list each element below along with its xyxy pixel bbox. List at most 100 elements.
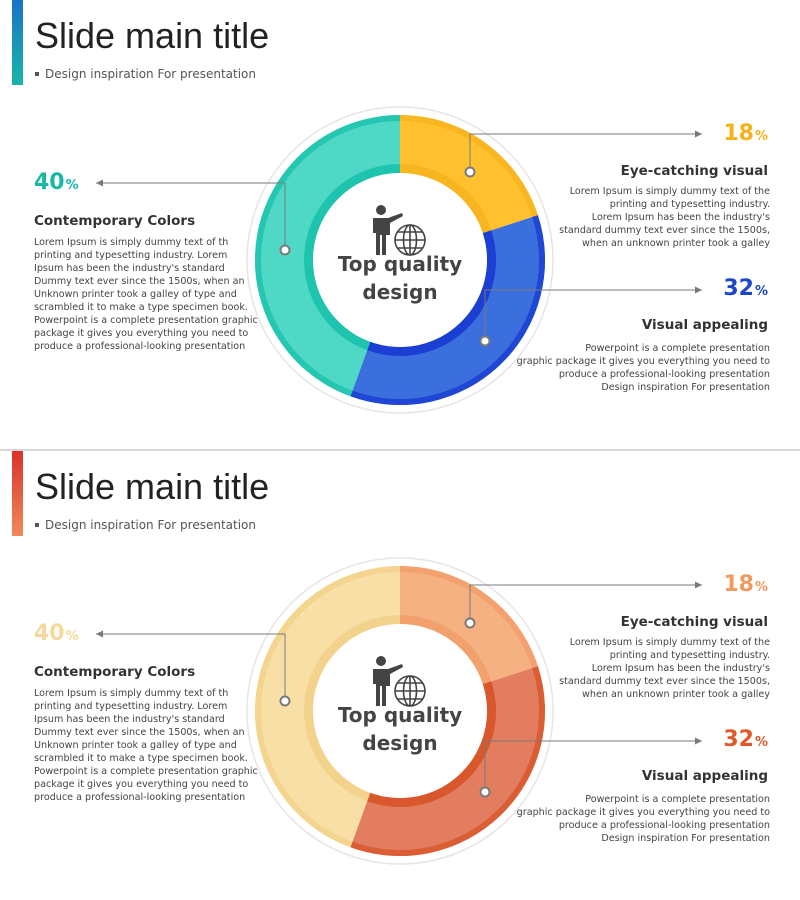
text-contemporary-colors: Lorem Ipsum is simply dummy text of th pr… bbox=[34, 236, 274, 353]
text-line: printing and typesetting industry. bbox=[609, 650, 770, 661]
text-line: Unknown printer took a galley of type an… bbox=[34, 289, 237, 300]
percent-top-right-value: 18 bbox=[723, 572, 754, 597]
text-line: Lorem Ipsum is simply dummy text of the bbox=[569, 637, 770, 648]
presenter-globe-icon bbox=[373, 656, 426, 707]
text-line: Unknown printer took a galley of type an… bbox=[34, 740, 237, 751]
segment-contemporary-colors-rim bbox=[304, 615, 400, 802]
title-accent-bar bbox=[12, 451, 23, 536]
text-line: standard dummy text ever since the 1500s… bbox=[559, 676, 770, 687]
segment-visual-appealing-rim bbox=[367, 230, 496, 356]
percent-bottom-right-sign: % bbox=[754, 284, 768, 299]
percent-bottom-right: 32% bbox=[723, 276, 768, 301]
donut-center bbox=[313, 624, 487, 798]
subtitle-text: Design inspiration For presentation bbox=[45, 67, 256, 81]
segment-eye-catching-visual-outer-rim bbox=[400, 115, 538, 218]
percent-left: 40% bbox=[34, 170, 79, 195]
text-line: produce a professional-looking presentat… bbox=[34, 792, 246, 803]
text-line: package it gives you everything you need… bbox=[34, 328, 249, 339]
text-line: printing and typesetting industry. Lorem bbox=[34, 250, 228, 261]
text-line: produce a professional-looking presentat… bbox=[34, 341, 246, 352]
segment-visual-appealing-rim bbox=[367, 681, 496, 807]
title-accent-bar bbox=[12, 0, 23, 85]
arrow-top-right bbox=[695, 130, 702, 138]
percent-left-value: 40 bbox=[34, 170, 65, 195]
donut-center bbox=[313, 173, 487, 347]
text-line: printing and typesetting industry. Lorem bbox=[34, 701, 228, 712]
text-line: when an unknown printer took a galley bbox=[582, 238, 770, 249]
percent-bottom-right-sign: % bbox=[754, 735, 768, 750]
text-line: Lorem Ipsum is simply dummy text of th bbox=[34, 237, 229, 248]
text-line: Design inspiration For presentation bbox=[601, 833, 770, 844]
heading-contemporary-colors: Contemporary Colors bbox=[34, 664, 196, 680]
segment-contemporary-colors bbox=[254, 115, 400, 397]
text-eye-catching-visual: Lorem Ipsum is simply dummy text of the p… bbox=[540, 185, 770, 250]
arrow-left bbox=[96, 179, 103, 187]
segment-visual-appealing bbox=[350, 666, 546, 856]
text-line: printing and typesetting industry. bbox=[609, 199, 770, 210]
percent-left: 40% bbox=[34, 621, 79, 646]
slide-subtitle: Design inspiration For presentation bbox=[35, 67, 256, 81]
heading-eye-catching-visual: Eye-catching visual bbox=[620, 163, 768, 179]
text-line: Design inspiration For presentation bbox=[601, 382, 770, 393]
heading-visual-appealing: Visual appealing bbox=[641, 768, 768, 784]
percent-bottom-right-value: 32 bbox=[723, 727, 754, 752]
percent-top-right: 18% bbox=[723, 572, 768, 597]
heading-contemporary-colors: Contemporary Colors bbox=[34, 213, 196, 229]
percent-top-right-sign: % bbox=[754, 580, 768, 595]
text-line: produce a professional-looking presentat… bbox=[558, 820, 770, 831]
connector-top-right bbox=[464, 133, 702, 178]
arrow-bottom-right bbox=[695, 286, 702, 294]
bullet-icon bbox=[35, 522, 39, 527]
subtitle-text: Design inspiration For presentation bbox=[45, 518, 256, 532]
slide-subtitle: Design inspiration For presentation bbox=[35, 518, 256, 532]
text-line: Powerpoint is a complete presentation gr… bbox=[34, 315, 258, 326]
text-visual-appealing: Powerpoint is a complete presentation gra… bbox=[510, 342, 770, 394]
text-line: graphic package it gives you everything … bbox=[516, 807, 770, 818]
text-line: when an unknown printer took a galley bbox=[582, 689, 770, 700]
text-visual-appealing: Powerpoint is a complete presentation gra… bbox=[510, 793, 770, 845]
segment-eye-catching-visual-outer-rim bbox=[400, 566, 538, 669]
percent-top-right: 18% bbox=[723, 121, 768, 146]
slide-1: Slide main title Design inspiration For p… bbox=[0, 0, 800, 450]
text-line: scrambled it to make a type specimen boo… bbox=[34, 753, 248, 764]
center-label: Top quality design bbox=[337, 252, 463, 304]
segment-visual-appealing bbox=[350, 215, 546, 406]
text-line: Dummy text ever since the 1500s, when an bbox=[34, 276, 245, 287]
slide-title: Slide main title bbox=[35, 15, 270, 56]
arrow-left bbox=[96, 630, 103, 638]
percent-left-sign: % bbox=[65, 178, 79, 193]
text-line: standard dummy text ever since the 1500s… bbox=[559, 225, 770, 236]
text-eye-catching-visual: Lorem Ipsum is simply dummy text of the p… bbox=[540, 636, 770, 701]
center-label: Top quality design bbox=[337, 703, 463, 755]
connector-left bbox=[96, 182, 291, 256]
heading-eye-catching-visual: Eye-catching visual bbox=[620, 614, 768, 630]
percent-bottom-right: 32% bbox=[723, 727, 768, 752]
slide-2: Slide main title Design inspiration For p… bbox=[0, 450, 800, 900]
text-line: scrambled it to make a type specimen boo… bbox=[34, 302, 248, 313]
text-line: produce a professional-looking presentat… bbox=[558, 369, 770, 380]
donut-diagram bbox=[96, 106, 702, 414]
segment-contemporary-colors bbox=[254, 566, 400, 848]
text-line: Dummy text ever since the 1500s, when an bbox=[34, 727, 245, 738]
arrow-bottom-right bbox=[695, 737, 702, 745]
segment-eye-catching-visual-rim bbox=[400, 164, 492, 234]
connector-bottom-right bbox=[479, 740, 702, 798]
percent-top-right-sign: % bbox=[754, 129, 768, 144]
donut-diagram bbox=[96, 557, 702, 865]
segment-eye-catching-visual-rim bbox=[400, 615, 492, 685]
text-line: Ipsum has been the industry's standard bbox=[34, 714, 225, 725]
text-line: Powerpoint is a complete presentation gr… bbox=[34, 766, 258, 777]
text-line: Lorem Ipsum has been the industry's bbox=[591, 212, 770, 223]
text-line: package it gives you everything you need… bbox=[34, 779, 249, 790]
percent-left-value: 40 bbox=[34, 621, 65, 646]
text-line: Lorem Ipsum is simply dummy text of the bbox=[569, 186, 770, 197]
text-contemporary-colors: Lorem Ipsum is simply dummy text of th pr… bbox=[34, 687, 274, 804]
bullet-icon bbox=[35, 71, 39, 76]
arrow-top-right bbox=[695, 581, 702, 589]
text-line: Lorem Ipsum has been the industry's bbox=[591, 663, 770, 674]
text-line: Lorem Ipsum is simply dummy text of th bbox=[34, 688, 229, 699]
segment-contemporary-colors-rim bbox=[304, 164, 400, 351]
text-line: Powerpoint is a complete presentation bbox=[585, 794, 770, 805]
text-line: Powerpoint is a complete presentation bbox=[585, 343, 770, 354]
